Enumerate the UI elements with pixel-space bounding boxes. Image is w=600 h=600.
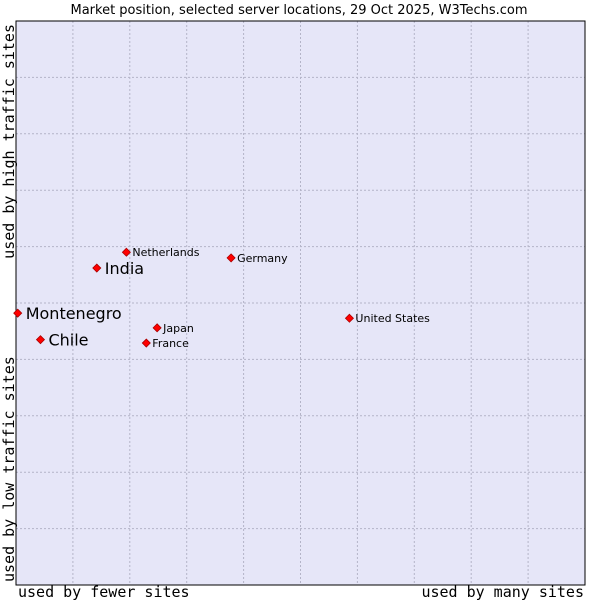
y-axis-label-bottom: used by low traffic sites [0,356,18,582]
data-point-label: Japan [162,322,194,335]
x-axis-label-right: used by many sites [421,583,584,600]
data-point-label: United States [355,312,430,325]
data-point-label: Chile [48,331,88,350]
grid-lines [16,21,585,585]
data-point-label: Germany [237,252,288,265]
data-point [121,247,131,257]
y-axis-label-top: used by high traffic sites [0,24,18,259]
data-point [344,313,354,323]
data-point [152,323,162,333]
data-point [92,263,102,273]
data-point-label: France [152,337,189,350]
data-point [35,335,46,345]
data-point-label: Netherlands [132,246,199,259]
x-axis-label-left: used by fewer sites [18,583,190,600]
chart-title: Market position, selected server locatio… [70,3,527,18]
data-point-label: India [105,259,144,278]
data-point [226,253,236,263]
data-point [13,308,23,318]
plot-frame [15,20,586,586]
data-point [141,338,151,348]
data-point-label: Montenegro [26,304,122,323]
